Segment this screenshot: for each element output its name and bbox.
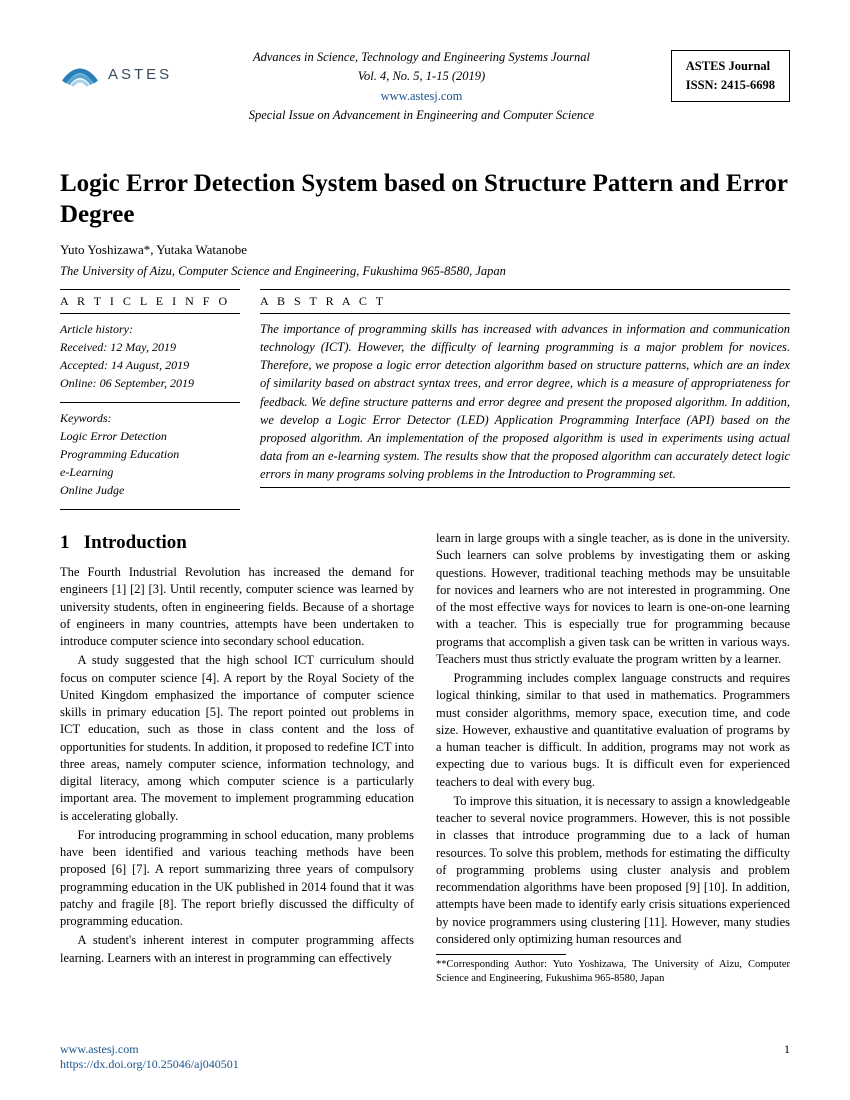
abstract-text: The importance of programming skills has… [260, 320, 790, 488]
journal-volume: Vol. 4, No. 5, 1-15 (2019) [190, 67, 653, 86]
issn-journal-label: ASTES Journal [686, 57, 775, 76]
paragraph: To improve this situation, it is necessa… [436, 793, 790, 948]
paragraph: Programming includes complex language co… [436, 670, 790, 791]
history-label: Article history: [60, 320, 240, 338]
logo-text: ASTES [108, 66, 172, 83]
footer-doi-link[interactable]: https://dx.doi.org/10.25046/aj040501 [60, 1057, 239, 1071]
paragraph: For introducing programming in school ed… [60, 827, 414, 931]
keyword-3: e-Learning [60, 463, 240, 481]
keyword-4: Online Judge [60, 481, 240, 499]
article-history: Article history: Received: 12 May, 2019 … [60, 320, 240, 398]
abstract-column: A B S T R A C T The importance of progra… [260, 289, 790, 510]
footer-website-link[interactable]: www.astesj.com [60, 1042, 139, 1056]
journal-website-link[interactable]: www.astesj.com [381, 89, 463, 103]
keyword-1: Logic Error Detection [60, 427, 240, 445]
journal-name: Advances in Science, Technology and Engi… [190, 48, 653, 67]
journal-logo: ASTES [60, 48, 172, 94]
body-text: 1 Introduction The Fourth Industrial Rev… [60, 530, 790, 987]
footnote-rule [436, 954, 566, 955]
paragraph: A study suggested that the high school I… [60, 652, 414, 825]
page-header: ASTES Advances in Science, Technology an… [60, 48, 790, 126]
issn-box: ASTES Journal ISSN: 2415-6698 [671, 50, 790, 102]
received-date: Received: 12 May, 2019 [60, 338, 240, 356]
paragraph: learn in large groups with a single teac… [436, 530, 790, 668]
paragraph: A student's inherent interest in compute… [60, 932, 414, 967]
corresponding-author-footnote: **Corresponding Author: Yuto Yoshizawa, … [436, 958, 790, 987]
info-abstract-row: A R T I C L E I N F O Article history: R… [60, 289, 790, 510]
article-info-label: A R T I C L E I N F O [60, 289, 240, 314]
info-separator [60, 402, 240, 403]
page-number: 1 [784, 1042, 790, 1072]
online-date: Online: 06 September, 2019 [60, 374, 240, 392]
info-bottom-rule [60, 509, 240, 510]
astes-logo-icon [60, 54, 100, 94]
issn-number: ISSN: 2415-6698 [686, 76, 775, 95]
affiliation: The University of Aizu, Computer Science… [60, 264, 790, 279]
keywords-label: Keywords: [60, 409, 240, 427]
article-info-column: A R T I C L E I N F O Article history: R… [60, 289, 240, 510]
keywords-block: Keywords: Logic Error Detection Programm… [60, 409, 240, 505]
authors: Yuto Yoshizawa*, Yutaka Watanobe [60, 242, 790, 258]
paragraph: The Fourth Industrial Revolution has inc… [60, 564, 414, 650]
section-heading: 1 Introduction [60, 530, 414, 556]
accepted-date: Accepted: 14 August, 2019 [60, 356, 240, 374]
page-footer: www.astesj.com https://dx.doi.org/10.250… [60, 1042, 790, 1072]
abstract-label: A B S T R A C T [260, 289, 790, 314]
keyword-2: Programming Education [60, 445, 240, 463]
special-issue: Special Issue on Advancement in Engineer… [190, 106, 653, 125]
paper-title: Logic Error Detection System based on St… [60, 168, 790, 231]
journal-meta: Advances in Science, Technology and Engi… [190, 48, 653, 126]
footer-links: www.astesj.com https://dx.doi.org/10.250… [60, 1042, 239, 1072]
